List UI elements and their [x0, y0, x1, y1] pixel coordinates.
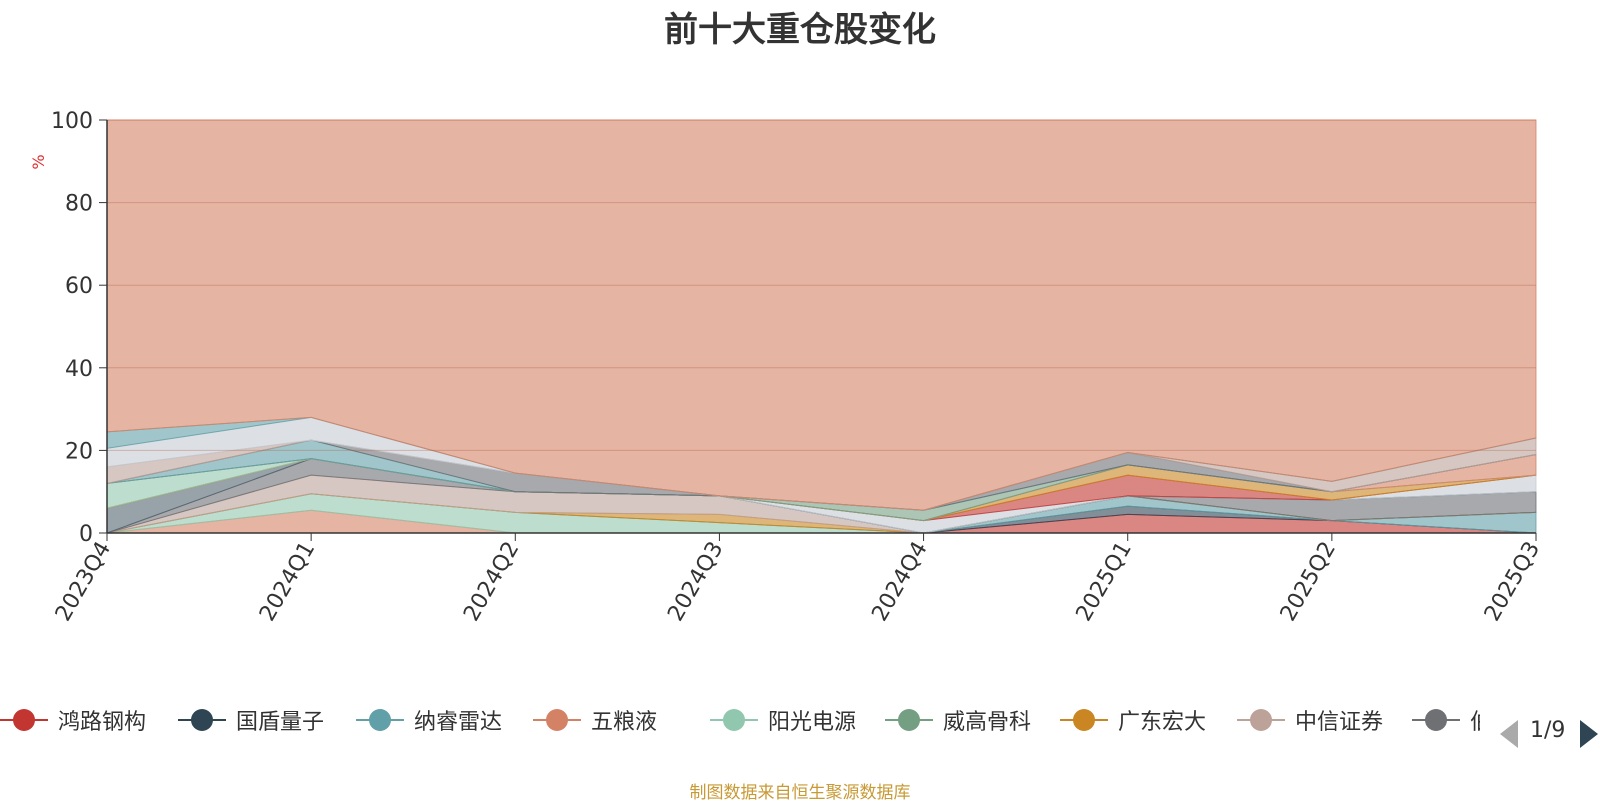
- source-note: 制图数据来自恒生聚源数据库: [689, 783, 911, 803]
- legend-marker-icon: [710, 700, 758, 740]
- legend-marker-icon: [1412, 700, 1460, 740]
- legend-item[interactable]: 鸿路钢构: [0, 700, 146, 740]
- legend-item[interactable]: 国盾量子: [178, 700, 324, 740]
- grid-layer: [107, 119, 1536, 451]
- legend-label: 广东宏大: [1118, 710, 1207, 735]
- chart-title: 前十大重仓股变化: [664, 10, 936, 50]
- x-tick-label: 2023Q4: [51, 538, 116, 626]
- legend-item[interactable]: 威高骨科: [885, 700, 1031, 740]
- legend-label: 阳光电源: [768, 710, 857, 735]
- x-tick-label: 2025Q3: [1480, 538, 1545, 626]
- legend-label: 中信证券: [1295, 710, 1384, 735]
- legend-marker-icon: [885, 700, 933, 740]
- legend-marker-icon: [533, 700, 581, 740]
- y-tick-label: 20: [65, 439, 93, 464]
- legend-item[interactable]: 阳光电源: [710, 700, 856, 740]
- legend-item[interactable]: 五粮液: [533, 700, 657, 740]
- legend-label: 鸿路钢构: [58, 710, 147, 735]
- legend-marker-icon: [356, 700, 404, 740]
- legend-items: 鸿路钢构 国盾量子 纳睿雷达 五粮液 阳光电源 威高骨科 广东宏大 中信证券 伯特利: [0, 700, 1480, 740]
- legend-label: 伯特利: [1470, 704, 1480, 736]
- x-tick-label: 2024Q3: [663, 538, 728, 626]
- y-tick-label: 80: [65, 192, 93, 217]
- legend-marker-icon: [1237, 700, 1285, 740]
- x-tick-label: 2024Q4: [867, 538, 932, 626]
- legend-item[interactable]: 伯特利: [1412, 700, 1480, 740]
- legend-marker-icon: [178, 700, 226, 740]
- legend-marker-icon: [1060, 700, 1108, 740]
- legend-page-indicator: 1/9: [1530, 718, 1566, 743]
- legend-next-arrow-icon[interactable]: [1580, 720, 1598, 748]
- legend-label: 国盾量子: [236, 710, 325, 735]
- y-tick-label: 40: [65, 357, 93, 382]
- y-axis-label: %: [29, 154, 48, 169]
- legend-item[interactable]: 广东宏大: [1060, 700, 1206, 740]
- legend-label: 威高骨科: [943, 710, 1032, 735]
- y-tick-label: 0: [79, 522, 93, 547]
- series-layer: [106, 119, 1537, 534]
- series-area-21: [106, 119, 1537, 511]
- legend-item[interactable]: 纳睿雷达: [356, 700, 502, 740]
- y-tick-label: 100: [51, 109, 93, 134]
- legend-label: 纳睿雷达: [414, 710, 503, 735]
- x-tick-label: 2025Q1: [1072, 538, 1137, 626]
- legend: 鸿路钢构 国盾量子 纳睿雷达 五粮液 阳光电源 威高骨科 广东宏大 中信证券 伯特利: [0, 700, 1600, 740]
- x-tick-label: 2024Q1: [255, 538, 320, 626]
- legend-label: 五粮液: [591, 710, 658, 735]
- x-tick-label: 2025Q2: [1276, 538, 1341, 626]
- x-tick-label: 2024Q2: [459, 538, 524, 626]
- legend-item[interactable]: 中信证券: [1237, 700, 1383, 740]
- legend-marker-icon: [0, 700, 48, 740]
- y-tick-label: 60: [65, 274, 93, 299]
- legend-prev-arrow-icon[interactable]: [1500, 720, 1518, 748]
